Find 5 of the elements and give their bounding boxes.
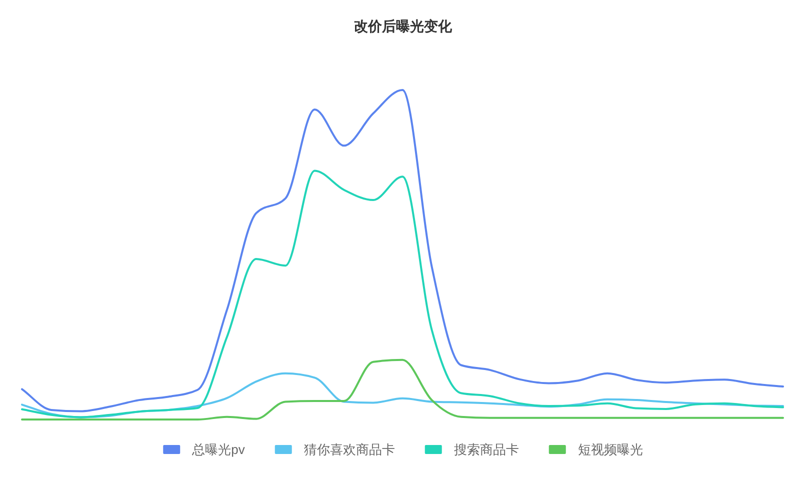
legend-label: 猜你喜欢商品卡 — [304, 442, 395, 457]
chart-title: 改价后曝光变化 — [354, 18, 453, 34]
legend-label: 短视频曝光 — [578, 442, 643, 457]
legend-label: 总曝光pv — [191, 442, 246, 457]
legend-label: 搜索商品卡 — [454, 442, 519, 457]
